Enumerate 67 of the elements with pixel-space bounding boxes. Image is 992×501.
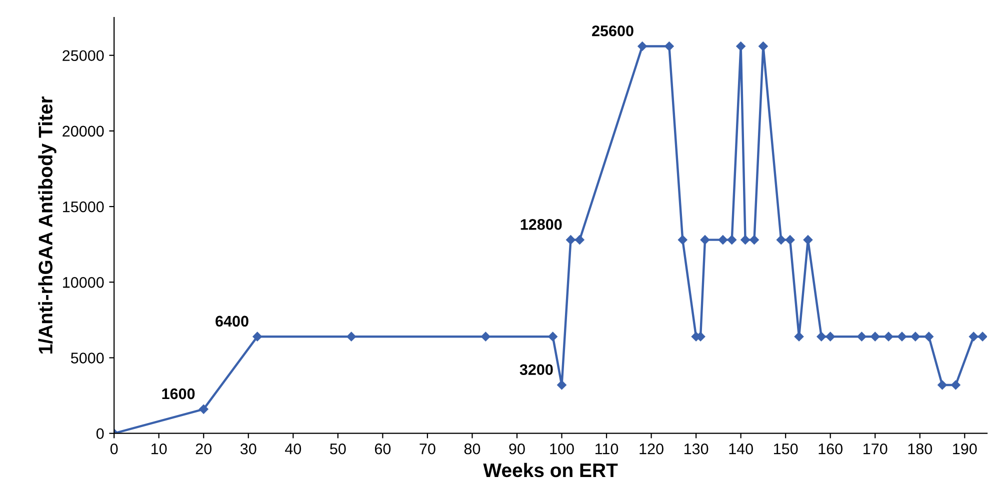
point xyxy=(884,332,894,342)
point xyxy=(566,235,576,244)
point xyxy=(548,332,558,342)
point xyxy=(736,42,746,51)
point xyxy=(575,235,584,244)
x-tick-label: 70 xyxy=(420,443,436,454)
point xyxy=(978,332,988,342)
point xyxy=(252,332,262,342)
x-tick-label: 20 xyxy=(196,443,212,454)
x-tick-label: 180 xyxy=(908,443,932,454)
point xyxy=(785,235,795,244)
x-tick-label: 100 xyxy=(550,443,574,454)
point xyxy=(557,380,566,390)
y-tick-label: 25000 xyxy=(62,50,104,62)
point xyxy=(776,235,786,244)
x-tick-label: 130 xyxy=(684,443,708,454)
y-tick-label: 0 xyxy=(96,428,104,440)
point xyxy=(968,332,978,342)
point xyxy=(938,380,947,390)
point xyxy=(826,332,835,342)
annotation: 12800 xyxy=(520,219,562,230)
point xyxy=(750,235,759,244)
x-tick-label: 190 xyxy=(953,443,977,454)
x-tick-label: 40 xyxy=(285,443,302,454)
point xyxy=(700,235,710,244)
point xyxy=(897,332,907,342)
point xyxy=(718,235,728,244)
y-tick-label: 20000 xyxy=(62,126,104,137)
point xyxy=(727,235,736,244)
x-tick-label: 50 xyxy=(330,443,346,454)
point xyxy=(638,42,647,51)
annotation: 25600 xyxy=(592,25,634,36)
point xyxy=(758,42,768,51)
point xyxy=(740,235,750,244)
x-tick-label: 10 xyxy=(152,443,167,454)
point xyxy=(857,332,866,342)
point xyxy=(910,332,920,342)
point xyxy=(924,332,934,342)
point xyxy=(481,332,490,342)
x-tick-label: 160 xyxy=(818,443,843,454)
point xyxy=(664,42,674,51)
point xyxy=(794,332,804,342)
y-tick-label: 15000 xyxy=(63,201,104,212)
point xyxy=(678,235,688,244)
x-tick-label: 150 xyxy=(774,443,798,454)
x-tick-label: 80 xyxy=(464,443,480,454)
x-axis-title: Weeks on ERT xyxy=(483,462,618,478)
x-tick-label: 0 xyxy=(110,443,118,454)
point xyxy=(870,332,880,342)
y-tick-label: 5000 xyxy=(70,352,104,364)
annotation: 1600 xyxy=(162,388,195,400)
point xyxy=(198,404,208,414)
point xyxy=(803,235,813,244)
x-tick-label: 110 xyxy=(596,443,618,454)
annotation: 3200 xyxy=(520,364,553,376)
y-tick-label: 10000 xyxy=(63,277,104,288)
point xyxy=(816,332,826,342)
x-tick-label: 60 xyxy=(374,443,391,454)
x-tick-label: 120 xyxy=(640,443,664,454)
x-tick-label: 170 xyxy=(864,443,888,454)
x-tick-label: 90 xyxy=(509,443,525,454)
y-axis-title: 1/Anti-rhGAA Antibody Titer xyxy=(38,96,56,354)
point xyxy=(951,380,960,390)
x-tick-label: 140 xyxy=(729,443,753,454)
point xyxy=(346,332,356,342)
x-tick-label: 30 xyxy=(240,443,256,454)
annotation: 6400 xyxy=(216,316,248,327)
